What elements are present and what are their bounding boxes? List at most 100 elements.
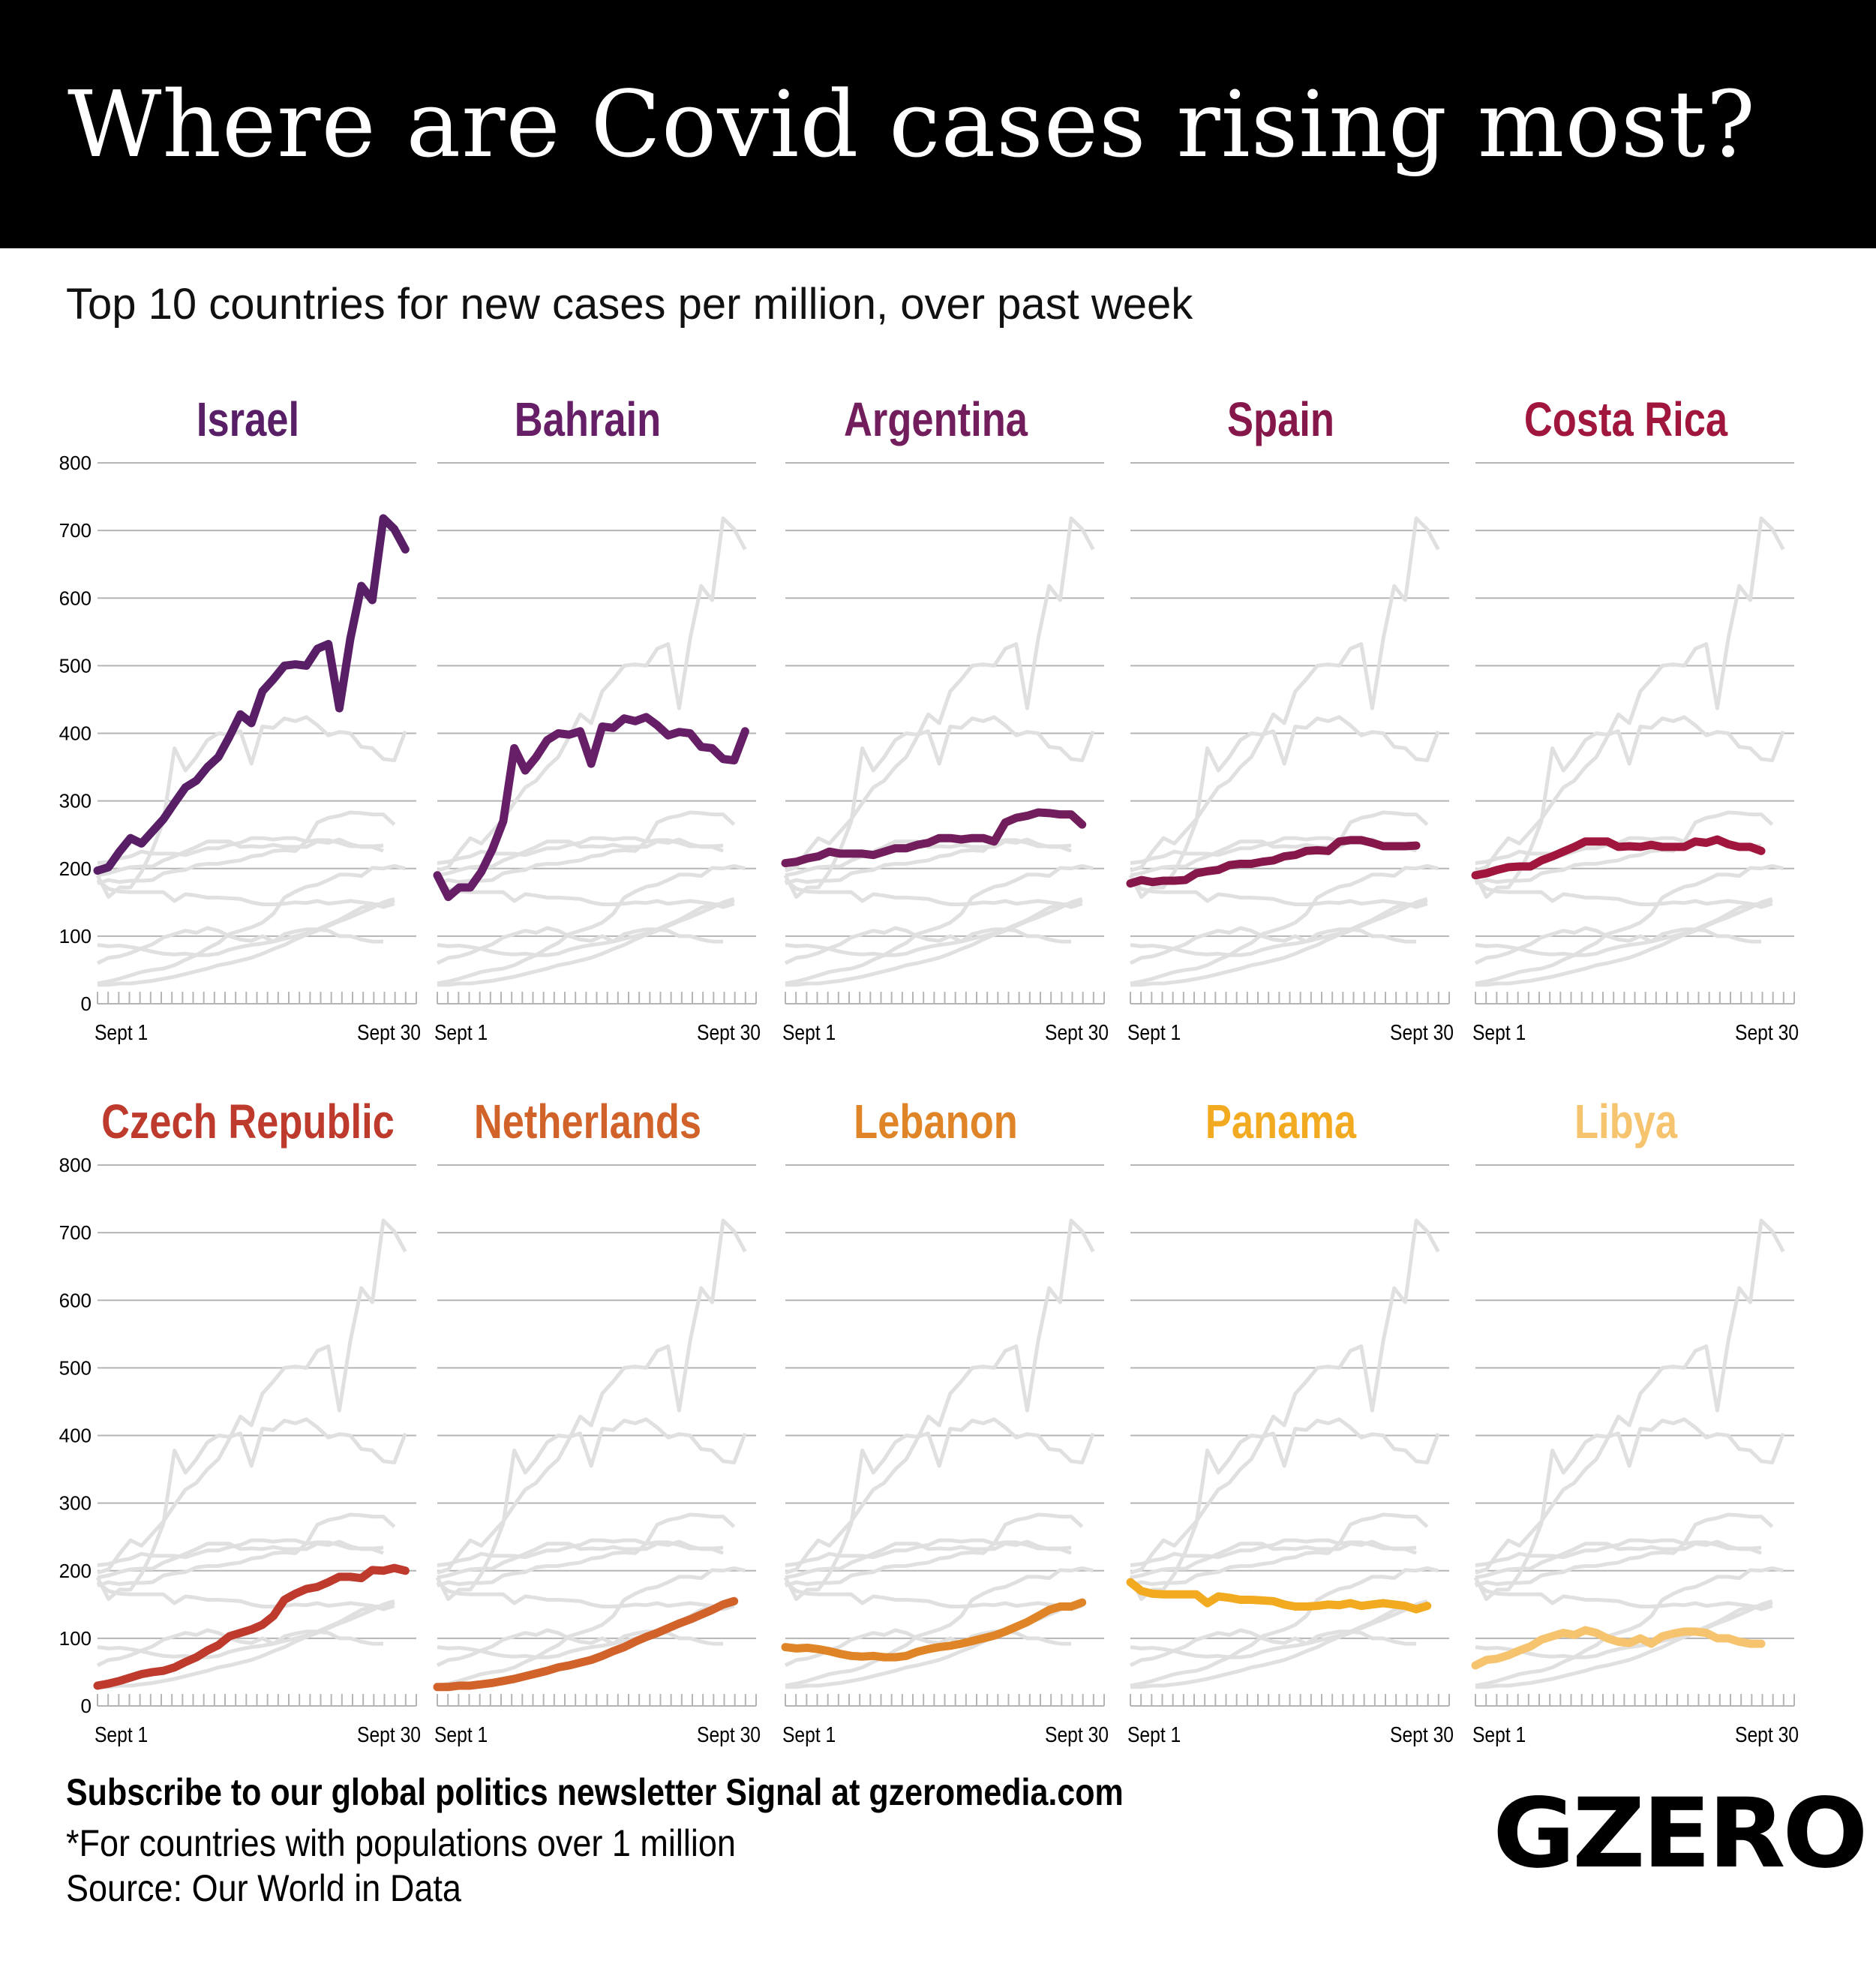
x-start-label: Sept 1 xyxy=(1127,1722,1181,1746)
y-tick-label: 400 xyxy=(59,1425,92,1447)
panel-title: Bahrain xyxy=(515,393,661,446)
context-line-panama xyxy=(96,878,395,909)
context-line-libya xyxy=(96,1628,384,1668)
context-line-netherlands xyxy=(1130,896,1428,987)
context-line-czech-republic xyxy=(785,863,1094,986)
x-end-label: Sept 30 xyxy=(1390,1722,1454,1746)
context-line-libya xyxy=(1129,1628,1417,1668)
context-line-bahrain xyxy=(95,1417,407,1602)
x-start-label: Sept 1 xyxy=(95,1020,148,1044)
x-start-label: Sept 1 xyxy=(434,1020,488,1044)
context-line-argentina xyxy=(1130,810,1429,866)
y-tick-label: 800 xyxy=(59,452,92,474)
context-line-lebanon xyxy=(437,898,735,957)
y-tick-label: 200 xyxy=(59,1560,92,1582)
context-line-argentina xyxy=(97,1512,396,1568)
x-end-label: Sept 30 xyxy=(1735,1722,1799,1746)
context-line-bahrain xyxy=(783,1417,1095,1602)
x-start-label: Sept 1 xyxy=(1472,1020,1526,1044)
context-line-panama xyxy=(436,1581,735,1611)
panel-title: Costa Rica xyxy=(1524,393,1728,446)
context-line-libya xyxy=(436,1628,724,1668)
series-line-spain xyxy=(1126,836,1421,888)
context-line-bahrain xyxy=(435,1417,747,1602)
context-line-panama xyxy=(436,878,735,909)
context-line-netherlands xyxy=(437,896,735,987)
context-line-argentina xyxy=(1475,1512,1774,1568)
context-line-israel xyxy=(97,1218,407,1575)
gzero-logo: GZERO xyxy=(1493,1778,1868,1890)
y-tick-label: 600 xyxy=(59,1289,92,1311)
context-line-israel xyxy=(1475,516,1785,872)
footnote: *For countries with populations over 1 m… xyxy=(66,1822,736,1864)
y-tick-label: 100 xyxy=(59,925,92,947)
y-tick-label: 500 xyxy=(59,654,92,677)
panel-title: Panama xyxy=(1205,1095,1357,1149)
context-line-bahrain xyxy=(1473,715,1785,899)
context-line-netherlands xyxy=(785,896,1083,987)
context-line-bahrain xyxy=(95,715,407,899)
context-line-argentina xyxy=(1475,810,1774,866)
context-line-israel xyxy=(1475,1218,1785,1575)
context-line-israel xyxy=(785,516,1095,872)
context-line-costa-rica xyxy=(437,1539,724,1580)
y-tick-label: 100 xyxy=(59,1627,92,1650)
panel-title: Spain xyxy=(1227,393,1334,446)
context-line-netherlands xyxy=(98,896,395,987)
x-end-label: Sept 30 xyxy=(1045,1722,1109,1746)
context-line-israel xyxy=(1130,516,1440,872)
context-line-czech-republic xyxy=(1475,863,1784,986)
context-line-panama xyxy=(1474,878,1773,909)
y-tick-label: 700 xyxy=(59,1221,92,1244)
panel-title: Czech Republic xyxy=(101,1095,395,1149)
panel-title: Libya xyxy=(1574,1095,1677,1149)
y-tick-label: 400 xyxy=(59,722,92,745)
context-line-argentina xyxy=(785,1512,1084,1568)
x-start-label: Sept 1 xyxy=(1472,1722,1526,1746)
context-line-lebanon xyxy=(1130,1600,1428,1659)
context-line-israel xyxy=(1130,1218,1440,1575)
panel-title: Lebanon xyxy=(854,1095,1018,1149)
panel-title: Israel xyxy=(197,393,299,446)
context-line-czech-republic xyxy=(1475,1566,1784,1688)
context-line-panama xyxy=(1474,1581,1773,1611)
context-line-libya xyxy=(784,926,1072,965)
y-tick-label: 800 xyxy=(59,1154,92,1176)
context-line-netherlands xyxy=(1475,1599,1773,1689)
x-end-label: Sept 30 xyxy=(1390,1020,1454,1044)
panel-title: Netherlands xyxy=(474,1095,701,1149)
y-tick-label: 600 xyxy=(59,587,92,609)
context-line-czech-republic xyxy=(437,863,746,986)
context-line-panama xyxy=(96,1581,395,1611)
context-line-netherlands xyxy=(98,1599,395,1689)
context-line-bahrain xyxy=(783,715,1095,899)
context-line-costa-rica xyxy=(785,1539,1072,1580)
context-line-czech-republic xyxy=(785,1566,1094,1688)
x-start-label: Sept 1 xyxy=(434,1722,488,1746)
context-line-libya xyxy=(96,926,384,965)
y-tick-label: 700 xyxy=(59,519,92,542)
context-line-libya xyxy=(1129,926,1417,965)
series-line-bahrain xyxy=(433,713,749,902)
context-line-netherlands xyxy=(1130,1599,1428,1689)
context-line-panama xyxy=(784,878,1083,909)
x-end-label: Sept 30 xyxy=(697,1722,761,1746)
x-end-label: Sept 30 xyxy=(357,1722,421,1746)
context-line-panama xyxy=(1129,878,1428,909)
context-line-bahrain xyxy=(1473,1417,1785,1602)
context-line-argentina xyxy=(437,810,736,866)
subscribe-link[interactable]: Subscribe to our global politics newslet… xyxy=(66,1771,1124,1813)
context-line-lebanon xyxy=(97,898,395,957)
context-line-bahrain xyxy=(1128,1417,1440,1602)
y-tick-label: 500 xyxy=(59,1356,92,1379)
context-line-libya xyxy=(436,926,724,965)
y-tick-label: 0 xyxy=(81,993,92,1015)
context-line-czech-republic xyxy=(1130,863,1439,986)
x-end-label: Sept 30 xyxy=(1045,1020,1109,1044)
context-line-czech-republic xyxy=(97,863,406,986)
x-start-label: Sept 1 xyxy=(782,1020,836,1044)
x-start-label: Sept 1 xyxy=(782,1722,836,1746)
series-line-netherlands xyxy=(433,1596,739,1692)
y-tick-label: 0 xyxy=(81,1695,92,1717)
